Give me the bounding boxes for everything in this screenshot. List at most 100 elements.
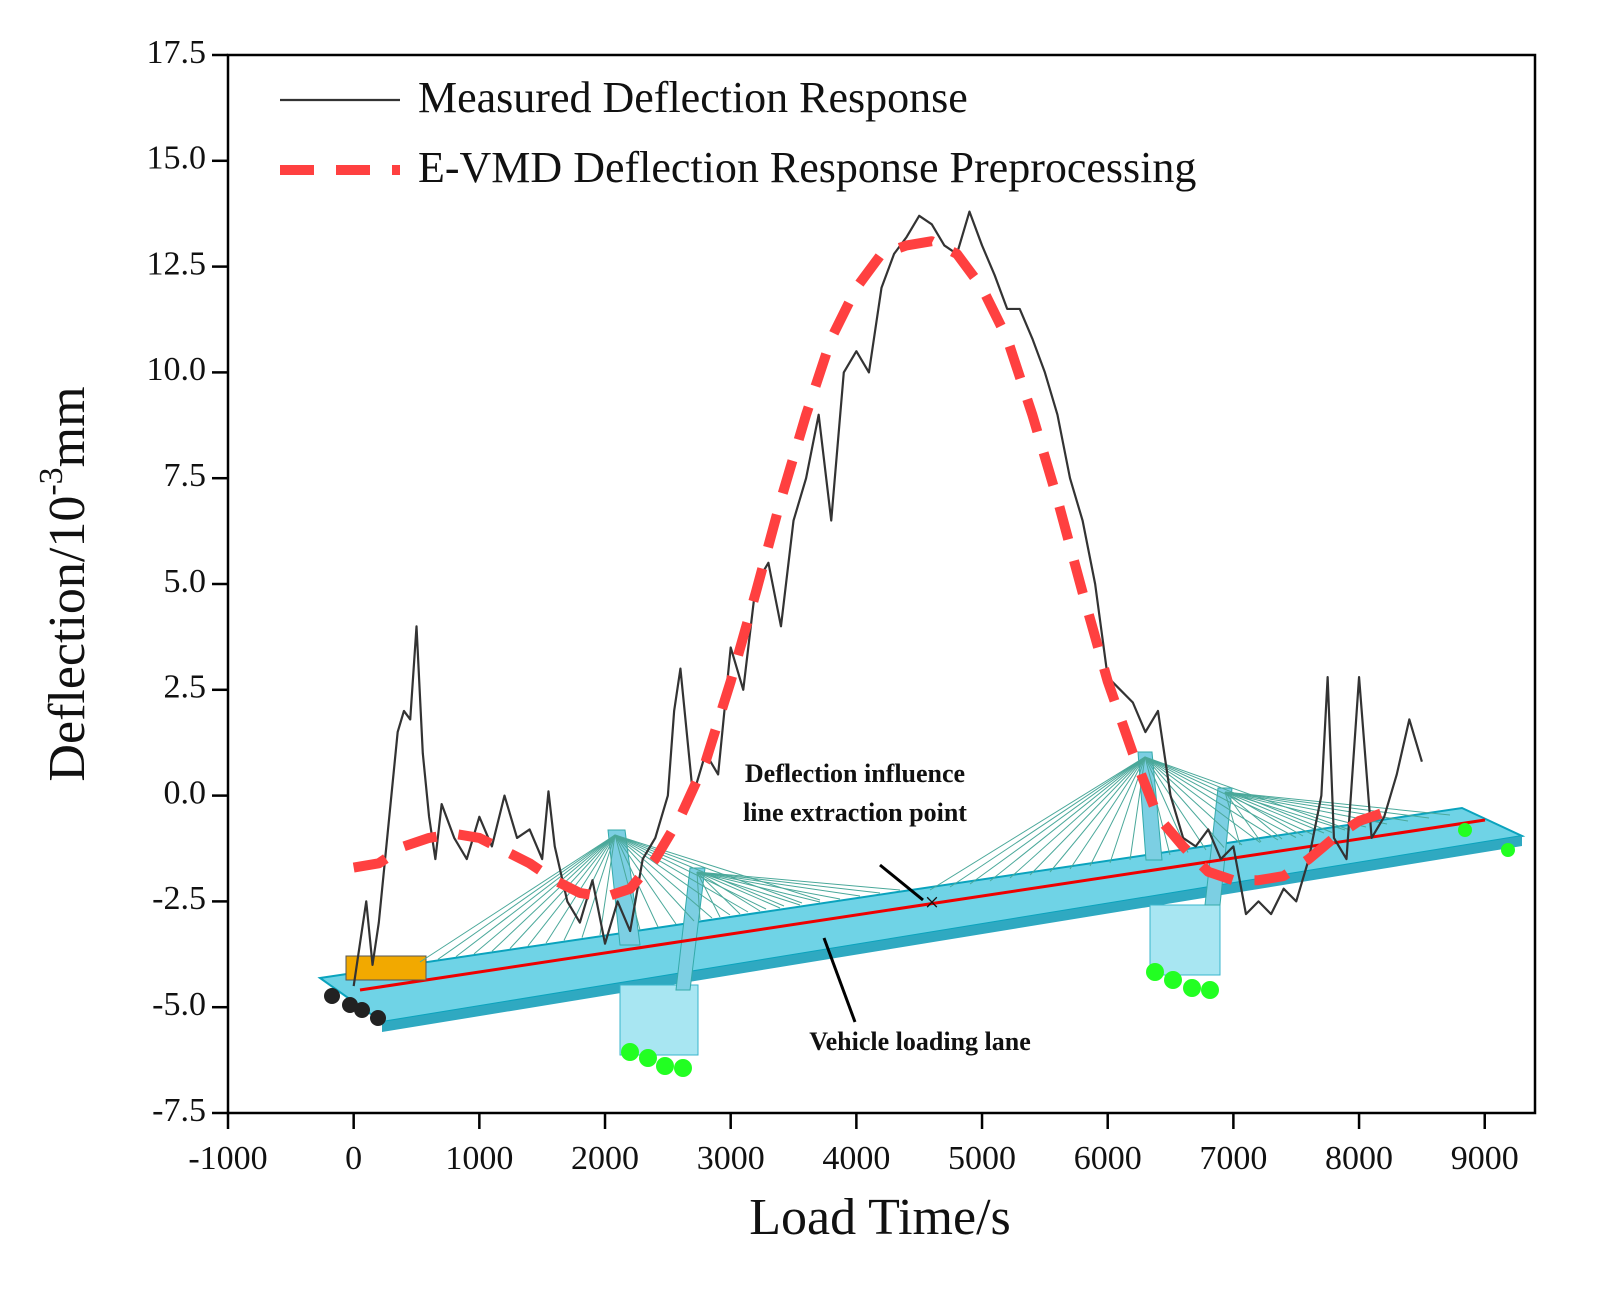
series-line [352, 210, 1423, 987]
cable [1224, 791, 1430, 819]
cable [614, 834, 641, 931]
annotation: Vehicle loading lane [809, 1027, 1031, 1056]
y-axis-label-unit: mm [39, 386, 96, 467]
x-tick-label: 8000 [1325, 1140, 1393, 1177]
cable [1144, 756, 1243, 846]
cable [929, 756, 1146, 891]
cable [1144, 756, 1171, 856]
cable [614, 834, 677, 925]
cable [696, 871, 881, 894]
cable [696, 871, 721, 918]
y-tick-label: -7.5 [152, 1092, 206, 1129]
y-tick-label: 2.5 [164, 669, 207, 706]
cable [1224, 791, 1241, 846]
y-tick-label: 17.5 [147, 34, 207, 71]
x-tick-label: 4000 [822, 1140, 890, 1177]
cable [1144, 756, 1207, 851]
cable [1144, 756, 1261, 843]
y-tick-label: 7.5 [164, 457, 207, 494]
x-tick-label: 1000 [445, 1140, 513, 1177]
cable [696, 871, 861, 897]
x-tick-label: 2000 [571, 1140, 639, 1177]
cable [696, 871, 901, 891]
cable [614, 834, 695, 922]
cable [614, 834, 749, 913]
supports [621, 823, 1515, 1077]
x-tick-label: 3000 [697, 1140, 765, 1177]
cable [491, 834, 616, 952]
y-tick-label: 12.5 [147, 245, 207, 282]
cable [581, 834, 616, 938]
cable [1089, 756, 1146, 867]
cable [969, 756, 1146, 885]
y-tick-label: -2.5 [152, 880, 206, 917]
cable [696, 871, 841, 900]
x-tick-label: -1000 [188, 1140, 267, 1177]
cable [1029, 756, 1146, 876]
cable [696, 871, 761, 912]
annotation-arrow [879, 863, 924, 902]
bridge-deck-side [382, 836, 1522, 1032]
cable [696, 871, 821, 903]
pier [619, 984, 699, 1056]
cable [1224, 791, 1451, 816]
cable [1069, 756, 1146, 870]
y-tick-label: 5.0 [164, 563, 207, 600]
y-tick-label: 0.0 [164, 774, 207, 811]
x-tick-label: 0 [345, 1140, 362, 1177]
y-axis-label-text: Deflection/10 [39, 496, 96, 782]
cable [696, 871, 701, 921]
truck [345, 955, 427, 981]
y-axis-label-sup: -3 [33, 467, 70, 495]
cable [1049, 756, 1146, 873]
legend-label: Measured Deflection Response [418, 73, 968, 122]
pier [1149, 904, 1221, 976]
cable [1109, 756, 1146, 864]
cable [949, 756, 1146, 888]
y-axis-label: Deflection/10-3mm [33, 386, 96, 781]
annotation: Deflection influence [745, 759, 965, 788]
cable [1144, 756, 1351, 831]
series-line [352, 236, 1386, 903]
cable [696, 871, 801, 906]
cable [1224, 791, 1262, 843]
x-axis-label: Load Time/s [749, 1189, 1011, 1246]
x-tick-label: 5000 [948, 1140, 1016, 1177]
cable [614, 834, 803, 904]
marker: × [925, 888, 940, 917]
cable [614, 834, 713, 919]
cable [1224, 791, 1346, 831]
cable [437, 834, 616, 960]
x-tick-label: 7000 [1199, 1140, 1267, 1177]
cable [614, 834, 821, 901]
tower [675, 867, 706, 991]
annotation: line extraction point [743, 798, 967, 827]
cable [696, 871, 741, 915]
y-tick-label: -5.0 [152, 986, 206, 1023]
cable [1224, 791, 1367, 828]
cable [1224, 791, 1283, 840]
cable [1144, 756, 1225, 848]
cable [1144, 756, 1297, 838]
y-tick-label: 15.0 [147, 140, 207, 177]
loading-lane [359, 818, 1486, 992]
cable [1009, 756, 1146, 879]
cable [473, 834, 616, 955]
cable [1224, 791, 1304, 837]
wheels [324, 988, 386, 1026]
plot-frame [226, 53, 1537, 1115]
legend-label: E-VMD Deflection Response Preprocessing [418, 143, 1196, 192]
annotation-arrow [822, 937, 857, 1023]
cable [614, 834, 785, 907]
cable [614, 834, 731, 916]
cable [989, 756, 1146, 882]
x-tick-label: 6000 [1074, 1140, 1142, 1177]
cable [614, 834, 767, 910]
cable [509, 834, 616, 949]
cable [455, 834, 616, 957]
cable [696, 871, 781, 909]
y-tick-label: 10.0 [147, 351, 207, 388]
cable [1224, 791, 1325, 834]
cable [419, 834, 616, 963]
